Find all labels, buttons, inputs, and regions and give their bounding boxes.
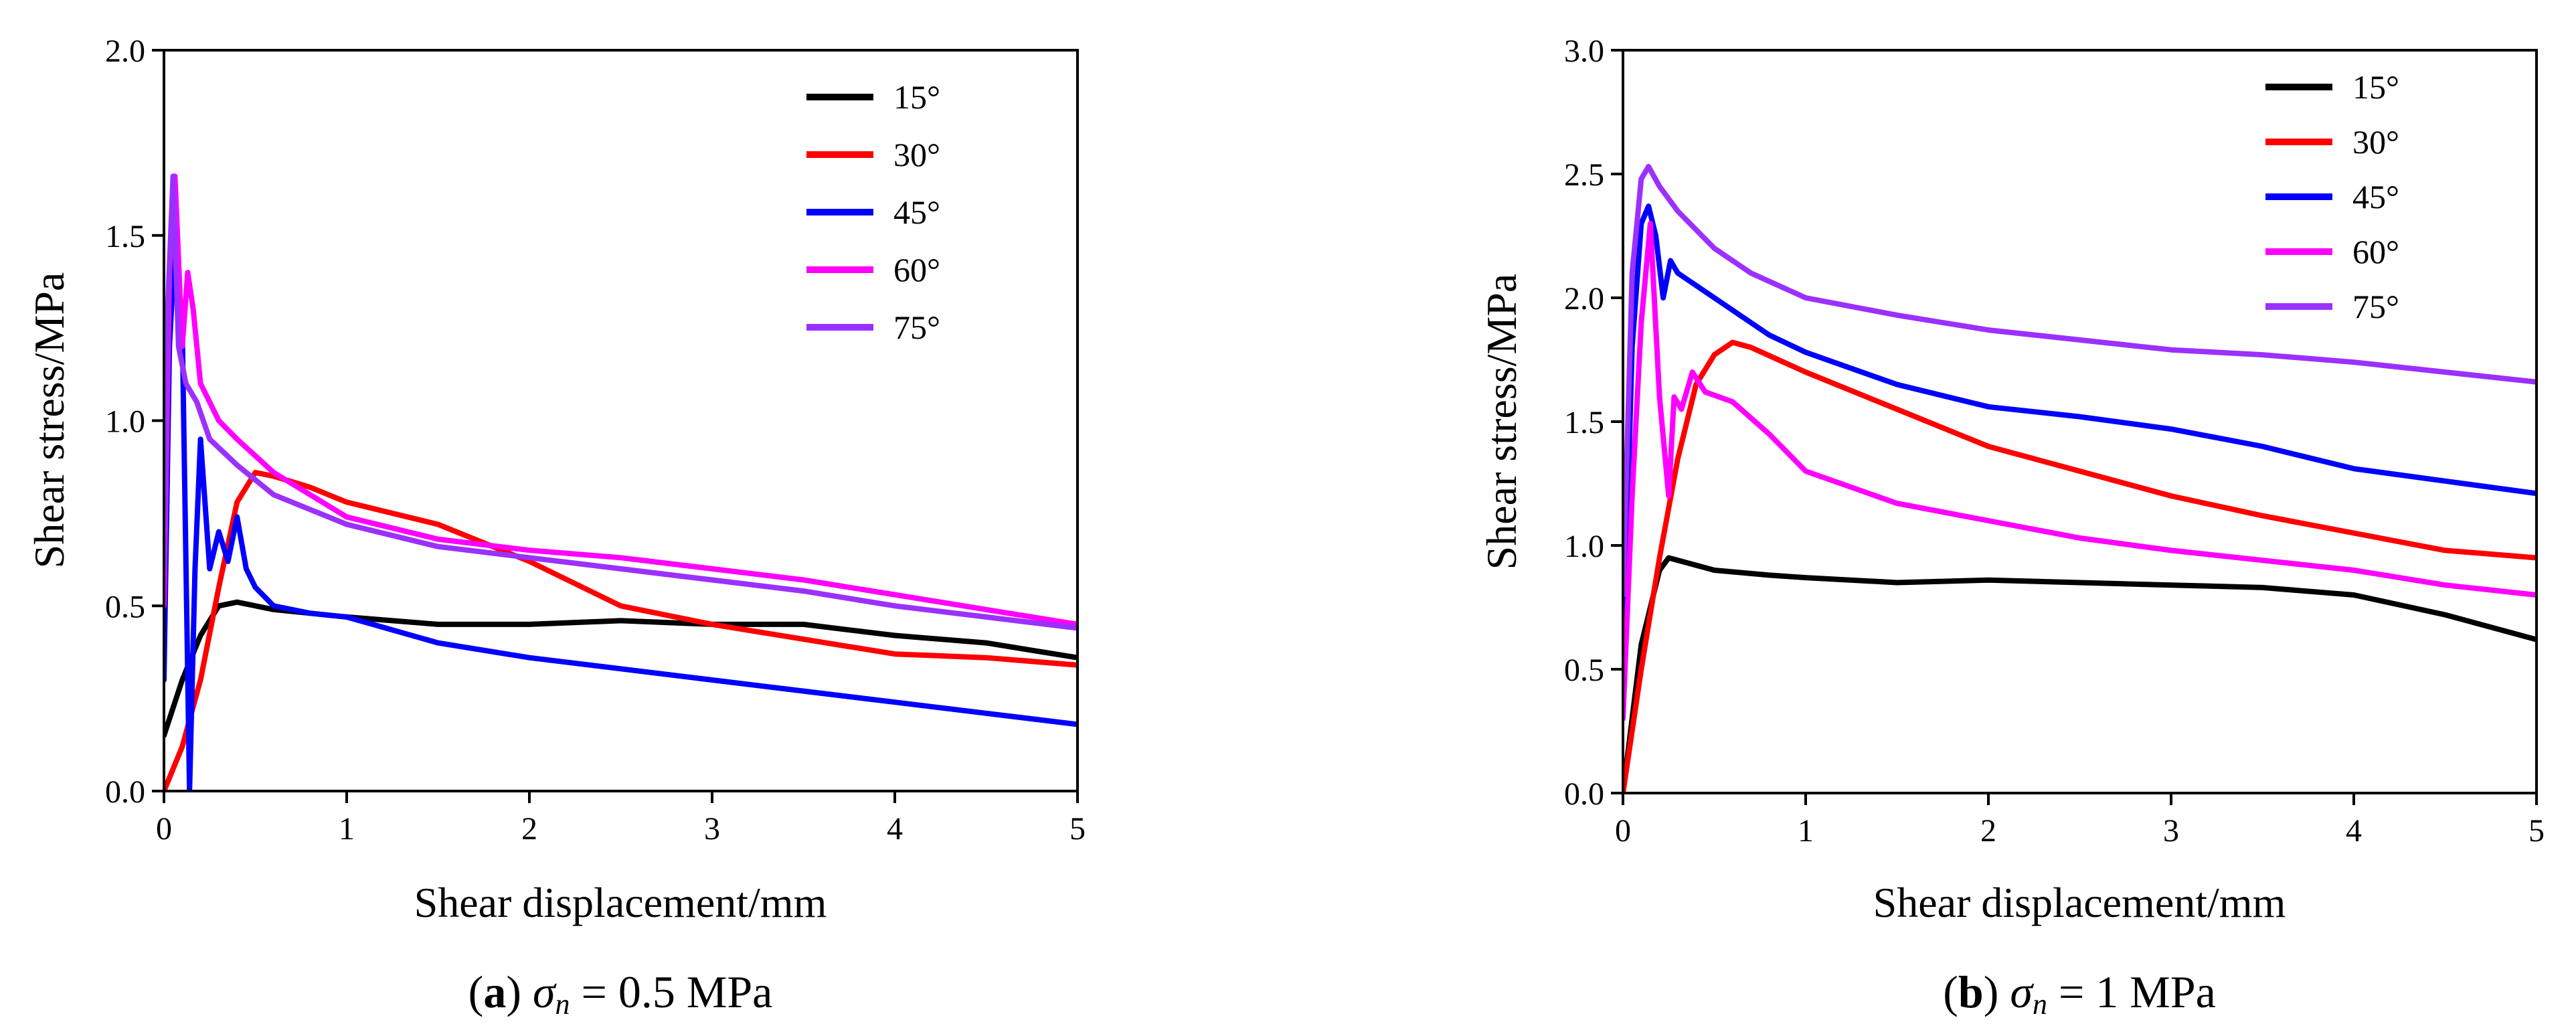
x-tick-label: 5 <box>2528 813 2545 849</box>
legend-label-2: 45° <box>2352 178 2399 216</box>
legend-label-3: 60° <box>893 251 940 288</box>
y-tick-label: 3.0 <box>1564 33 1604 69</box>
y-tick-label: 0.0 <box>1564 776 1604 812</box>
legend-label-2: 45° <box>893 193 940 231</box>
x-tick-label: 0 <box>1615 813 1631 849</box>
legend-label-0: 15° <box>893 78 940 116</box>
plot-frame <box>163 49 1079 792</box>
chart-panel-a: 0 1 2 3 4 5 0.0 0.5 1.0 1.5 2.0 Shear displacemen… <box>25 33 1086 1021</box>
y-tick-label: 1.0 <box>1564 529 1604 564</box>
legend-label-1: 30° <box>893 136 940 173</box>
x-tick-label: 4 <box>887 811 903 847</box>
series-line-0 <box>1623 555 2537 793</box>
y-tick-label: 2.5 <box>1564 157 1604 193</box>
panel-a-caption: (a) σn = 0.5 MPa <box>468 966 773 1021</box>
y-tick-label: 0.5 <box>1564 653 1604 688</box>
y-axis-label: Shear stress/MPa <box>25 272 73 569</box>
y-tick-label: 2.0 <box>1564 281 1604 317</box>
x-tick-label: 2 <box>1980 813 1996 849</box>
plot-frame <box>1622 49 2538 794</box>
series-line-2 <box>1623 203 2537 672</box>
x-tick-label: 4 <box>2346 813 2362 849</box>
x-tick-label: 2 <box>521 811 537 847</box>
legend-label-0: 15° <box>2352 68 2399 106</box>
y-tick-label: 1.5 <box>1564 405 1604 440</box>
legend-label-1: 30° <box>2352 123 2399 161</box>
series-line-3 <box>1623 221 2537 721</box>
x-axis-label: Shear displacement/mm <box>1873 879 2286 926</box>
y-tick-label: 1.0 <box>105 404 145 440</box>
legend-label-4: 75° <box>2352 288 2399 325</box>
chart-panel-b: 0 1 2 3 4 5 0.0 0.5 1.0 1.5 2.0 2.5 3.0 Shear displ… <box>1478 33 2545 1021</box>
legend-label-3: 60° <box>2352 233 2399 270</box>
x-tick-label: 3 <box>2163 813 2179 849</box>
y-tick-label: 2.0 <box>105 33 145 69</box>
y-tick-label: 0.5 <box>105 589 145 624</box>
x-tick-label: 3 <box>704 811 720 847</box>
legend-label-4: 75° <box>893 309 940 346</box>
y-tick-label: 0.0 <box>105 774 145 810</box>
series-line-1 <box>164 470 1078 791</box>
legend: 15° 30° 45° 60° 75° <box>2265 68 2399 325</box>
y-tick-label: 1.5 <box>105 219 145 254</box>
x-tick-label: 0 <box>156 811 172 847</box>
x-tick-label: 1 <box>1798 813 1814 849</box>
y-axis-label: Shear stress/MPa <box>1478 274 1525 570</box>
series-line-3 <box>164 173 1078 627</box>
panel-b-caption: (b) σn = 1 MPa <box>1943 966 2216 1021</box>
legend: 15° 30° 45° 60° 75° <box>806 78 940 346</box>
series-line-4 <box>1623 163 2537 598</box>
series-line-1 <box>1623 339 2537 793</box>
x-axis-label: Shear displacement/mm <box>414 879 827 926</box>
series-line-2 <box>164 240 1078 791</box>
x-tick-label: 1 <box>339 811 355 847</box>
x-tick-label: 5 <box>1069 811 1086 847</box>
series-line-4 <box>164 173 1078 631</box>
